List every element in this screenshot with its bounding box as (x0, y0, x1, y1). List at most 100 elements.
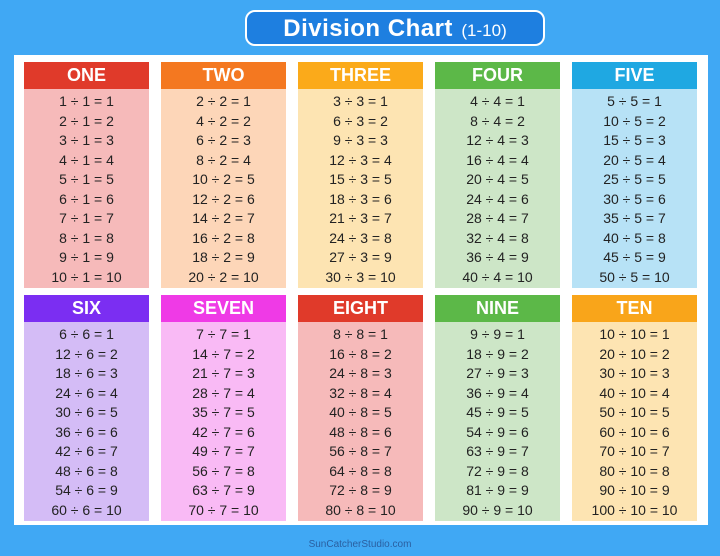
equation-row: 15 ÷ 5 = 3 (603, 132, 666, 148)
equation-row: 63 ÷ 9 = 7 (466, 443, 529, 459)
equation-row: 80 ÷ 10 = 8 (599, 462, 670, 479)
table-four: FOUR 4 ÷ 4 = 1 8 ÷ 4 = 2 12 ÷ 4 = 3 16 ÷ 4 =… (435, 62, 560, 288)
equation-row: 48 ÷ 8 = 6 (329, 423, 392, 440)
table-three: THREE 3 ÷ 3 = 1 6 ÷ 3 = 2 9 ÷ 3 = 3 12 ÷ 3 =… (298, 62, 423, 288)
equation-row: 70 ÷ 10 = 7 (599, 443, 670, 459)
equation-row: 8 ÷ 2 = 4 (196, 151, 251, 168)
table-seven: SEVEN 7 ÷ 7 = 1 14 ÷ 7 = 2 21 ÷ 7 = 3 28 ÷ 7… (161, 295, 286, 521)
equation-row: 70 ÷ 7 = 10 (188, 501, 259, 518)
equation-row: 40 ÷ 8 = 5 (329, 404, 392, 420)
equation-row: 40 ÷ 5 = 8 (603, 229, 666, 246)
equation-row: 28 ÷ 7 = 4 (192, 384, 255, 401)
equation-row: 21 ÷ 7 = 3 (192, 365, 255, 381)
equation-row: 21 ÷ 3 = 7 (329, 210, 392, 226)
equation-row: 6 ÷ 1 = 6 (59, 190, 114, 207)
equation-row: 4 ÷ 2 = 2 (196, 112, 251, 129)
table-ten: TEN 10 ÷ 10 = 1 20 ÷ 10 = 2 30 ÷ 10 = 3 40 ÷… (572, 295, 697, 521)
equation-row: 16 ÷ 4 = 4 (466, 151, 529, 168)
equation-row: 10 ÷ 10 = 1 (599, 326, 670, 342)
table-header: FIVE (572, 62, 697, 89)
equation-row: 7 ÷ 7 = 1 (196, 326, 251, 342)
equation-row: 50 ÷ 5 = 10 (599, 268, 670, 285)
equation-row: 12 ÷ 4 = 3 (466, 132, 529, 148)
equation-row: 16 ÷ 8 = 2 (329, 345, 392, 362)
equation-row: 64 ÷ 8 = 8 (329, 462, 392, 479)
equation-row: 6 ÷ 6 = 1 (59, 326, 114, 342)
equation-row: 16 ÷ 2 = 8 (192, 229, 255, 246)
equation-row: 8 ÷ 4 = 2 (470, 112, 525, 129)
equation-row: 100 ÷ 10 = 10 (591, 501, 678, 518)
equation-row: 80 ÷ 8 = 10 (325, 501, 396, 518)
equation-row: 10 ÷ 2 = 5 (192, 171, 255, 187)
table-body: 6 ÷ 6 = 1 12 ÷ 6 = 2 18 ÷ 6 = 3 24 ÷ 6 = 4 3… (24, 322, 149, 521)
equation-row: 10 ÷ 5 = 2 (603, 112, 666, 129)
equation-row: 24 ÷ 4 = 6 (466, 190, 529, 207)
equation-row: 56 ÷ 7 = 8 (192, 462, 255, 479)
table-body: 1 ÷ 1 = 1 2 ÷ 1 = 2 3 ÷ 1 = 3 4 ÷ 1 = 4 5 ÷ … (24, 89, 149, 288)
equation-row: 36 ÷ 6 = 6 (55, 423, 118, 440)
equation-row: 42 ÷ 6 = 7 (55, 443, 118, 459)
equation-row: 10 ÷ 1 = 10 (51, 268, 122, 285)
table-five: FIVE 5 ÷ 5 = 1 10 ÷ 5 = 2 15 ÷ 5 = 3 20 ÷ 5 … (572, 62, 697, 288)
equation-row: 8 ÷ 1 = 8 (59, 229, 114, 246)
equation-row: 15 ÷ 3 = 5 (329, 171, 392, 187)
table-header: ONE (24, 62, 149, 89)
equation-row: 27 ÷ 9 = 3 (466, 365, 529, 381)
equation-row: 60 ÷ 6 = 10 (51, 501, 122, 518)
equation-row: 1 ÷ 1 = 1 (59, 93, 114, 109)
equation-row: 40 ÷ 10 = 4 (599, 384, 670, 401)
equation-row: 90 ÷ 10 = 9 (599, 482, 670, 498)
equation-row: 20 ÷ 5 = 4 (603, 151, 666, 168)
equation-row: 54 ÷ 6 = 9 (55, 482, 118, 498)
equation-row: 30 ÷ 6 = 5 (55, 404, 118, 420)
equation-row: 36 ÷ 9 = 4 (466, 384, 529, 401)
equation-row: 40 ÷ 4 = 10 (462, 268, 533, 285)
equation-row: 4 ÷ 4 = 1 (470, 93, 525, 109)
equation-row: 5 ÷ 1 = 5 (59, 171, 114, 187)
equation-row: 50 ÷ 10 = 5 (599, 404, 670, 420)
equation-row: 8 ÷ 8 = 1 (333, 326, 388, 342)
equation-row: 9 ÷ 1 = 9 (59, 249, 114, 265)
equation-row: 27 ÷ 3 = 9 (329, 249, 392, 265)
equation-row: 90 ÷ 9 = 10 (462, 501, 533, 518)
equation-row: 72 ÷ 8 = 9 (329, 482, 392, 498)
table-header: SEVEN (161, 295, 286, 322)
equation-row: 28 ÷ 4 = 7 (466, 210, 529, 226)
equation-row: 25 ÷ 5 = 5 (603, 171, 666, 187)
equation-row: 18 ÷ 3 = 6 (329, 190, 392, 207)
equation-row: 12 ÷ 2 = 6 (192, 190, 255, 207)
table-header: FOUR (435, 62, 560, 89)
equation-row: 20 ÷ 10 = 2 (599, 345, 670, 362)
equation-row: 49 ÷ 7 = 7 (192, 443, 255, 459)
equation-row: 45 ÷ 5 = 9 (603, 249, 666, 265)
equation-row: 54 ÷ 9 = 6 (466, 423, 529, 440)
equation-row: 48 ÷ 6 = 8 (55, 462, 118, 479)
equation-row: 42 ÷ 7 = 6 (192, 423, 255, 440)
equation-row: 7 ÷ 1 = 7 (59, 210, 114, 226)
equation-row: 12 ÷ 3 = 4 (329, 151, 392, 168)
table-header: TEN (572, 295, 697, 322)
equation-row: 35 ÷ 7 = 5 (192, 404, 255, 420)
table-body: 2 ÷ 2 = 1 4 ÷ 2 = 2 6 ÷ 2 = 3 8 ÷ 2 = 4 10 ÷… (161, 89, 286, 288)
equation-row: 12 ÷ 6 = 2 (55, 345, 118, 362)
table-two: TWO 2 ÷ 2 = 1 4 ÷ 2 = 2 6 ÷ 2 = 3 8 ÷ 2 = 4 1… (161, 62, 286, 288)
equation-row: 24 ÷ 3 = 8 (329, 229, 392, 246)
equation-row: 81 ÷ 9 = 9 (466, 482, 529, 498)
equation-row: 24 ÷ 6 = 4 (55, 384, 118, 401)
equation-row: 18 ÷ 2 = 9 (192, 249, 255, 265)
equation-row: 2 ÷ 1 = 2 (59, 112, 114, 129)
equation-row: 6 ÷ 3 = 2 (333, 112, 388, 129)
equation-row: 72 ÷ 9 = 8 (466, 462, 529, 479)
equation-row: 4 ÷ 1 = 4 (59, 151, 114, 168)
equation-row: 20 ÷ 4 = 5 (466, 171, 529, 187)
table-body: 10 ÷ 10 = 1 20 ÷ 10 = 2 30 ÷ 10 = 3 40 ÷ 10… (572, 322, 697, 521)
table-six: SIX 6 ÷ 6 = 1 12 ÷ 6 = 2 18 ÷ 6 = 3 24 ÷ 6 =… (24, 295, 149, 521)
table-body: 3 ÷ 3 = 1 6 ÷ 3 = 2 9 ÷ 3 = 3 12 ÷ 3 = 4 15 … (298, 89, 423, 288)
table-nine: NINE 9 ÷ 9 = 1 18 ÷ 9 = 2 27 ÷ 9 = 3 36 ÷ 9 … (435, 295, 560, 521)
table-body: 9 ÷ 9 = 1 18 ÷ 9 = 2 27 ÷ 9 = 3 36 ÷ 9 = 4 4… (435, 322, 560, 521)
equation-row: 18 ÷ 6 = 3 (55, 365, 118, 381)
equation-row: 24 ÷ 8 = 3 (329, 365, 392, 381)
equation-row: 9 ÷ 9 = 1 (470, 326, 525, 342)
equation-row: 3 ÷ 1 = 3 (59, 132, 114, 148)
table-eight: EIGHT 8 ÷ 8 = 1 16 ÷ 8 = 2 24 ÷ 8 = 3 32 ÷ 8… (298, 295, 423, 521)
